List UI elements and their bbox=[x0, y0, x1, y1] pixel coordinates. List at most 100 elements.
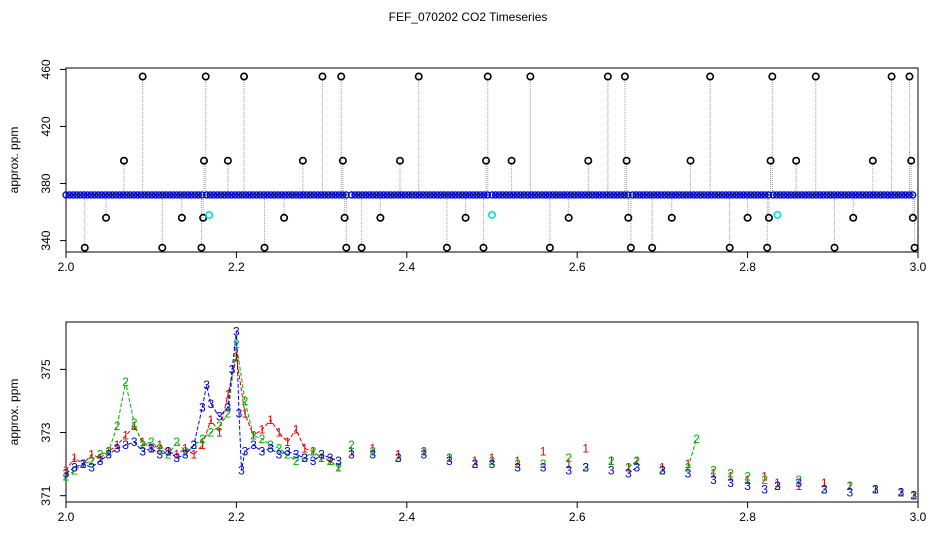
baseline-point-blue bbox=[574, 191, 582, 199]
baseline-point-blue bbox=[401, 191, 409, 199]
outlier-point-black bbox=[584, 156, 593, 165]
outlier-point-black bbox=[620, 72, 629, 81]
baseline-point-blue bbox=[563, 191, 571, 199]
outlier-point-black bbox=[792, 156, 801, 165]
baseline-point-blue bbox=[176, 191, 185, 199]
series-point-2: 2 bbox=[318, 451, 325, 465]
baseline-point-blue bbox=[844, 191, 853, 199]
series-point-1: 1 bbox=[821, 476, 828, 490]
series-point-3: 3 bbox=[293, 448, 300, 462]
x-tick-label: 3.0 bbox=[910, 510, 927, 524]
baseline-point-blue bbox=[732, 191, 741, 199]
series-point-2: 2 bbox=[540, 457, 547, 471]
outlier-point-black bbox=[342, 243, 351, 252]
baseline-point-blue bbox=[476, 191, 484, 199]
baseline-point-blue bbox=[187, 191, 195, 199]
series-point-1: 1 bbox=[276, 426, 283, 440]
baseline-point-blue bbox=[769, 191, 777, 199]
series-point-2: 2 bbox=[821, 482, 828, 496]
series-point-3: 3 bbox=[774, 479, 781, 493]
baseline-point-blue bbox=[422, 191, 431, 199]
baseline-point-blue bbox=[394, 191, 402, 199]
outlier-point-black bbox=[200, 156, 209, 165]
outlier-point-black bbox=[706, 72, 715, 81]
baseline-point-blue bbox=[76, 191, 85, 199]
baseline-point-blue bbox=[750, 191, 758, 199]
y-axis-label-bottom: approx. ppm bbox=[7, 379, 21, 446]
baseline-point-blue bbox=[707, 191, 716, 199]
baseline-point-blue bbox=[721, 191, 730, 199]
series-point-1: 1 bbox=[420, 444, 427, 458]
baseline-point-blue bbox=[169, 191, 178, 199]
baseline-point-blue bbox=[249, 191, 257, 199]
outlier-point-black bbox=[395, 156, 404, 165]
series-point-2: 2 bbox=[105, 444, 112, 458]
series-point-3: 3 bbox=[229, 362, 236, 376]
series-point-3: 3 bbox=[236, 407, 243, 421]
series-point-2: 2 bbox=[139, 438, 146, 452]
baseline-point-blue bbox=[636, 191, 644, 199]
outlier-point-black bbox=[338, 156, 347, 165]
baseline-point-blue bbox=[495, 191, 503, 199]
series-point-2: 2 bbox=[156, 441, 163, 455]
baseline-point-blue bbox=[480, 191, 488, 199]
outlier-point-black bbox=[868, 156, 877, 165]
baseline-point-blue bbox=[491, 191, 500, 199]
baseline-point-blue bbox=[808, 191, 817, 199]
baseline-point-blue bbox=[801, 191, 810, 199]
baseline-point-blue bbox=[281, 191, 290, 199]
baseline-point-blue bbox=[472, 191, 481, 199]
y-tick-label: 340 bbox=[39, 230, 53, 250]
outlier-point-black bbox=[626, 243, 635, 252]
baseline-point-blue bbox=[295, 191, 304, 199]
series-point-2: 2 bbox=[489, 454, 496, 468]
baseline-point-blue bbox=[609, 191, 618, 199]
baseline-point-blue bbox=[624, 191, 632, 199]
outlier-point-black bbox=[507, 156, 516, 165]
baseline-point-blue bbox=[686, 191, 694, 199]
baseline-point-blue bbox=[390, 191, 399, 199]
outlier-point-black bbox=[763, 243, 772, 252]
baseline-point-blue bbox=[90, 191, 99, 199]
series-point-2: 2 bbox=[173, 435, 180, 449]
outlier-point-black bbox=[240, 72, 249, 81]
baseline-point-blue bbox=[130, 191, 138, 199]
series-point-3: 3 bbox=[233, 324, 240, 338]
series-point-1: 1 bbox=[190, 448, 197, 462]
series-point-1: 1 bbox=[182, 441, 189, 455]
outlier-point-black bbox=[910, 243, 919, 252]
series-point-3: 3 bbox=[301, 451, 308, 465]
series-point-2: 2 bbox=[582, 460, 589, 474]
outlier-point-black bbox=[442, 243, 451, 252]
outlier-point-black bbox=[119, 156, 128, 165]
baseline-point-blue bbox=[592, 191, 600, 199]
baseline-point-blue bbox=[227, 191, 236, 199]
series-line-1 bbox=[66, 357, 914, 496]
baseline-point-blue bbox=[736, 191, 744, 199]
baseline-point-blue bbox=[823, 191, 831, 199]
series-point-1: 1 bbox=[293, 422, 300, 436]
baseline-point-blue bbox=[191, 191, 199, 199]
baseline-point-blue bbox=[362, 191, 370, 199]
baseline-point-blue bbox=[617, 191, 625, 199]
baseline-point-blue bbox=[620, 191, 629, 199]
baseline-point-blue bbox=[743, 191, 751, 199]
baseline-point-blue bbox=[94, 191, 102, 199]
baseline-point-blue bbox=[224, 191, 232, 199]
outlier-point-black bbox=[223, 156, 232, 165]
baseline-point-blue bbox=[469, 191, 477, 199]
series-point-2: 2 bbox=[446, 451, 453, 465]
baseline-point-blue bbox=[883, 191, 892, 199]
baseline-point-blue bbox=[876, 191, 885, 199]
series-point-1: 1 bbox=[199, 438, 206, 452]
series-point-1: 1 bbox=[267, 413, 274, 427]
baseline-point-blue bbox=[613, 191, 621, 199]
baseline-point-blue bbox=[538, 191, 546, 199]
series-point-3: 3 bbox=[608, 463, 615, 477]
baseline-point-blue bbox=[581, 191, 589, 199]
baseline-point-blue bbox=[509, 191, 518, 199]
baseline-point-blue bbox=[303, 191, 311, 199]
baseline-point-blue bbox=[335, 191, 343, 199]
baseline-point-blue bbox=[198, 191, 206, 199]
